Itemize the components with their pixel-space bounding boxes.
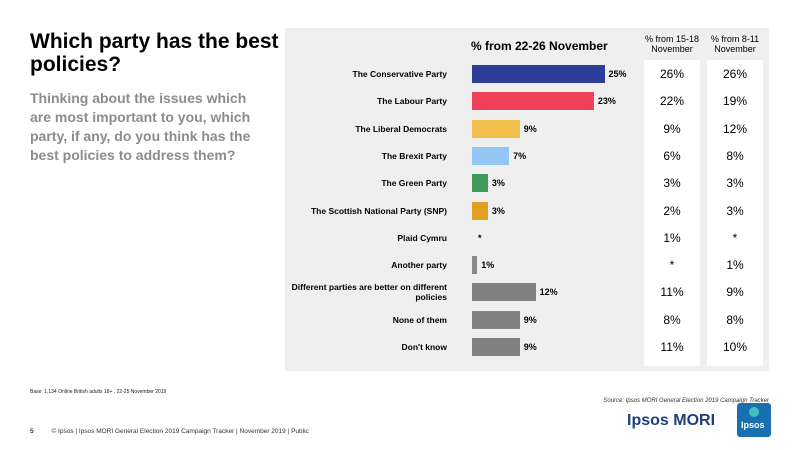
comparison-header-1: % from 15-18 November bbox=[644, 34, 700, 54]
category-label: None of them bbox=[392, 314, 447, 325]
base-note: Base: 1,134 Online British adults 18+ , … bbox=[30, 389, 167, 395]
footer-text: © Ipsos | Ipsos MORI General Election 20… bbox=[51, 428, 309, 435]
data-label: 9% bbox=[523, 314, 537, 325]
table-row: The Labour Party 23% 22% 19% bbox=[285, 88, 769, 114]
comparison-value-15-18: 11% bbox=[660, 285, 684, 300]
category-label: The Green Party bbox=[381, 178, 447, 189]
table-row: The Liberal Democrats 9% 9% 12% bbox=[285, 116, 769, 142]
comparison-value-15-18: 2% bbox=[663, 203, 681, 218]
category-label: The Labour Party bbox=[377, 96, 447, 107]
comparison-value-8-11: 8% bbox=[726, 312, 744, 327]
bar bbox=[472, 65, 605, 83]
comparison-value-15-18: 6% bbox=[663, 148, 681, 163]
comparison-value-15-18: 1% bbox=[663, 230, 681, 245]
slide-title: Which party has the best policies? bbox=[30, 30, 279, 76]
logo-badge-text: Ipsos bbox=[741, 420, 765, 430]
table-row: The Brexit Party 7% 6% 8% bbox=[285, 143, 769, 169]
table-row: The Scottish National Party (SNP) 3% 2% 3% bbox=[285, 198, 769, 224]
category-label: Different parties are better on differen… bbox=[291, 282, 447, 303]
comparison-value-8-11: 10% bbox=[722, 340, 748, 354]
table-row: Different parties are better on differen… bbox=[285, 279, 769, 305]
category-label: The Conservative Party bbox=[352, 69, 447, 79]
comparison-value-8-11: 3% bbox=[726, 203, 744, 218]
data-label: * bbox=[478, 232, 482, 243]
category-label: Plaid Cymru bbox=[397, 232, 447, 243]
ipsos-mori-logo-text: Ipsos MORI bbox=[627, 412, 716, 429]
comparison-value-15-18: 26% bbox=[659, 67, 685, 81]
data-label: 3% bbox=[491, 178, 505, 189]
bar bbox=[472, 338, 520, 356]
comparison-value-8-11: 3% bbox=[726, 176, 744, 191]
series-header: % from 22-26 November bbox=[471, 39, 608, 53]
comparison-column-1 bbox=[644, 60, 700, 366]
source-note: Source: Ipsos MORI General Election 2019… bbox=[603, 398, 769, 404]
category-label: Another party bbox=[391, 260, 447, 271]
data-label: 3% bbox=[491, 205, 505, 216]
page-number: 5 bbox=[30, 428, 34, 435]
comparison-value-15-18: 8% bbox=[663, 312, 681, 327]
comparison-value-8-11: 9% bbox=[726, 285, 744, 300]
comparison-value-15-18: 11% bbox=[660, 340, 684, 354]
bar bbox=[472, 174, 488, 193]
data-label: 1% bbox=[481, 260, 495, 271]
bar bbox=[472, 256, 478, 275]
bar bbox=[472, 283, 536, 302]
comparison-column-2 bbox=[707, 60, 763, 366]
data-label: 12% bbox=[539, 287, 558, 298]
category-label: The Scottish National Party (SNP) bbox=[310, 205, 447, 216]
category-label: The Brexit Party bbox=[381, 150, 447, 161]
comparison-value-8-11: 26% bbox=[722, 67, 748, 81]
question-text: Thinking about the issues which are most… bbox=[30, 90, 251, 163]
footer: 5 © Ipsos | Ipsos MORI General Election … bbox=[30, 428, 309, 435]
data-label: 9% bbox=[523, 123, 537, 134]
category-label: Don't know bbox=[401, 342, 447, 352]
table-row: Another party 1% * 1% bbox=[285, 252, 769, 278]
bar bbox=[472, 92, 594, 111]
comparison-value-8-11: 19% bbox=[722, 94, 748, 109]
bar bbox=[472, 146, 510, 165]
ipsos-logo-icon: Ipsos bbox=[737, 403, 771, 437]
table-row: The Conservative Party 25% 26% 26% bbox=[285, 61, 769, 87]
bar bbox=[472, 201, 488, 220]
comparison-header-2: % from 8-11 November bbox=[710, 34, 760, 54]
data-label: 25% bbox=[608, 69, 627, 79]
data-label: 23% bbox=[597, 96, 616, 107]
table-row: None of them 9% 8% 8% bbox=[285, 307, 769, 333]
comparison-value-15-18: * bbox=[669, 258, 675, 273]
comparison-value-8-11: 8% bbox=[726, 148, 744, 163]
bar bbox=[472, 310, 520, 329]
table-row: Plaid Cymru * 1% * bbox=[285, 225, 769, 251]
comparison-value-15-18: 22% bbox=[659, 94, 685, 109]
table-row: The Green Party 3% 3% 3% bbox=[285, 170, 769, 196]
data-label: 7% bbox=[513, 150, 527, 161]
table-row: Don't know 9% 11% 10% bbox=[285, 334, 769, 360]
comparison-value-15-18: 9% bbox=[663, 121, 681, 136]
bar bbox=[472, 119, 520, 138]
comparison-value-8-11: 1% bbox=[726, 258, 744, 273]
data-label: 9% bbox=[523, 342, 537, 352]
comparison-value-8-11: 12% bbox=[722, 121, 748, 136]
comparison-value-8-11: * bbox=[732, 230, 738, 245]
category-label: The Liberal Democrats bbox=[355, 123, 447, 134]
comparison-value-15-18: 3% bbox=[663, 176, 681, 191]
